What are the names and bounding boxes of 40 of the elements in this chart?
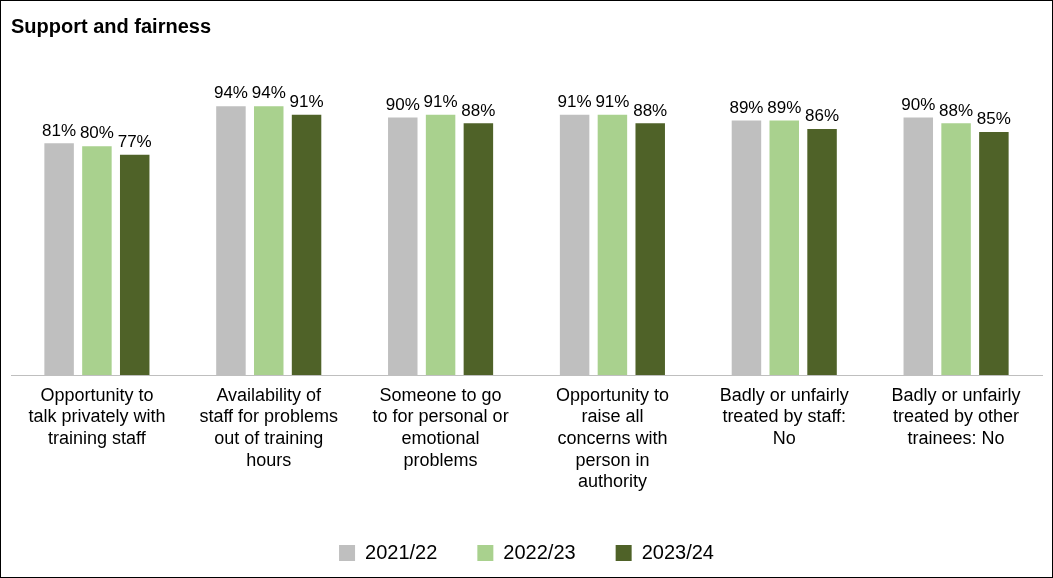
- bar: [291, 114, 322, 375]
- legend-label: 2022/23: [503, 540, 576, 563]
- x-tick-label: Someone to go to for personal or emotional problems: [372, 384, 509, 470]
- data-label: 77%: [117, 131, 152, 151]
- bar: [463, 123, 494, 375]
- legend-label: 2021/22: [365, 540, 438, 563]
- legend-label: 2023/24: [641, 540, 714, 563]
- data-label: 91%: [289, 91, 324, 111]
- chart-title: Support and fairness: [11, 14, 212, 37]
- bar: [82, 146, 112, 375]
- data-label: 88%: [939, 100, 974, 120]
- bar: [119, 154, 150, 375]
- x-tick-label: Opportunity to talk privately with training staff: [28, 384, 166, 448]
- data-label: 91%: [557, 91, 592, 111]
- data-label: 88%: [461, 100, 496, 120]
- bar: [597, 114, 628, 375]
- x-tick-label: Badly or unfairly treated by other trainees: No: [891, 384, 1021, 448]
- bar: [807, 129, 837, 375]
- x-tick-label: Opportunity to raise all concerns with person in authority: [555, 384, 669, 492]
- data-label: 81%: [42, 120, 77, 140]
- data-label: 90%: [385, 94, 420, 114]
- data-label: 90%: [901, 94, 936, 114]
- data-label: 94%: [251, 83, 286, 103]
- data-label: 91%: [595, 91, 630, 111]
- bar: [425, 114, 456, 375]
- bar: [941, 123, 971, 375]
- bar: [254, 106, 284, 375]
- data-label: 89%: [767, 97, 802, 117]
- bar: [635, 123, 665, 375]
- x-tick-label: Badly or unfairly treated by staff: No: [719, 384, 849, 448]
- data-label: 85%: [976, 109, 1011, 129]
- data-label: 80%: [79, 123, 114, 143]
- data-label: 88%: [633, 100, 668, 120]
- data-label: 86%: [805, 106, 840, 126]
- data-label: 94%: [213, 83, 248, 103]
- data-label: 91%: [423, 91, 458, 111]
- bar: [769, 120, 799, 375]
- bar: [979, 131, 1009, 375]
- x-tick-label: Availability of staff for problems out of training hours: [199, 384, 339, 470]
- data-label: 89%: [729, 97, 764, 117]
